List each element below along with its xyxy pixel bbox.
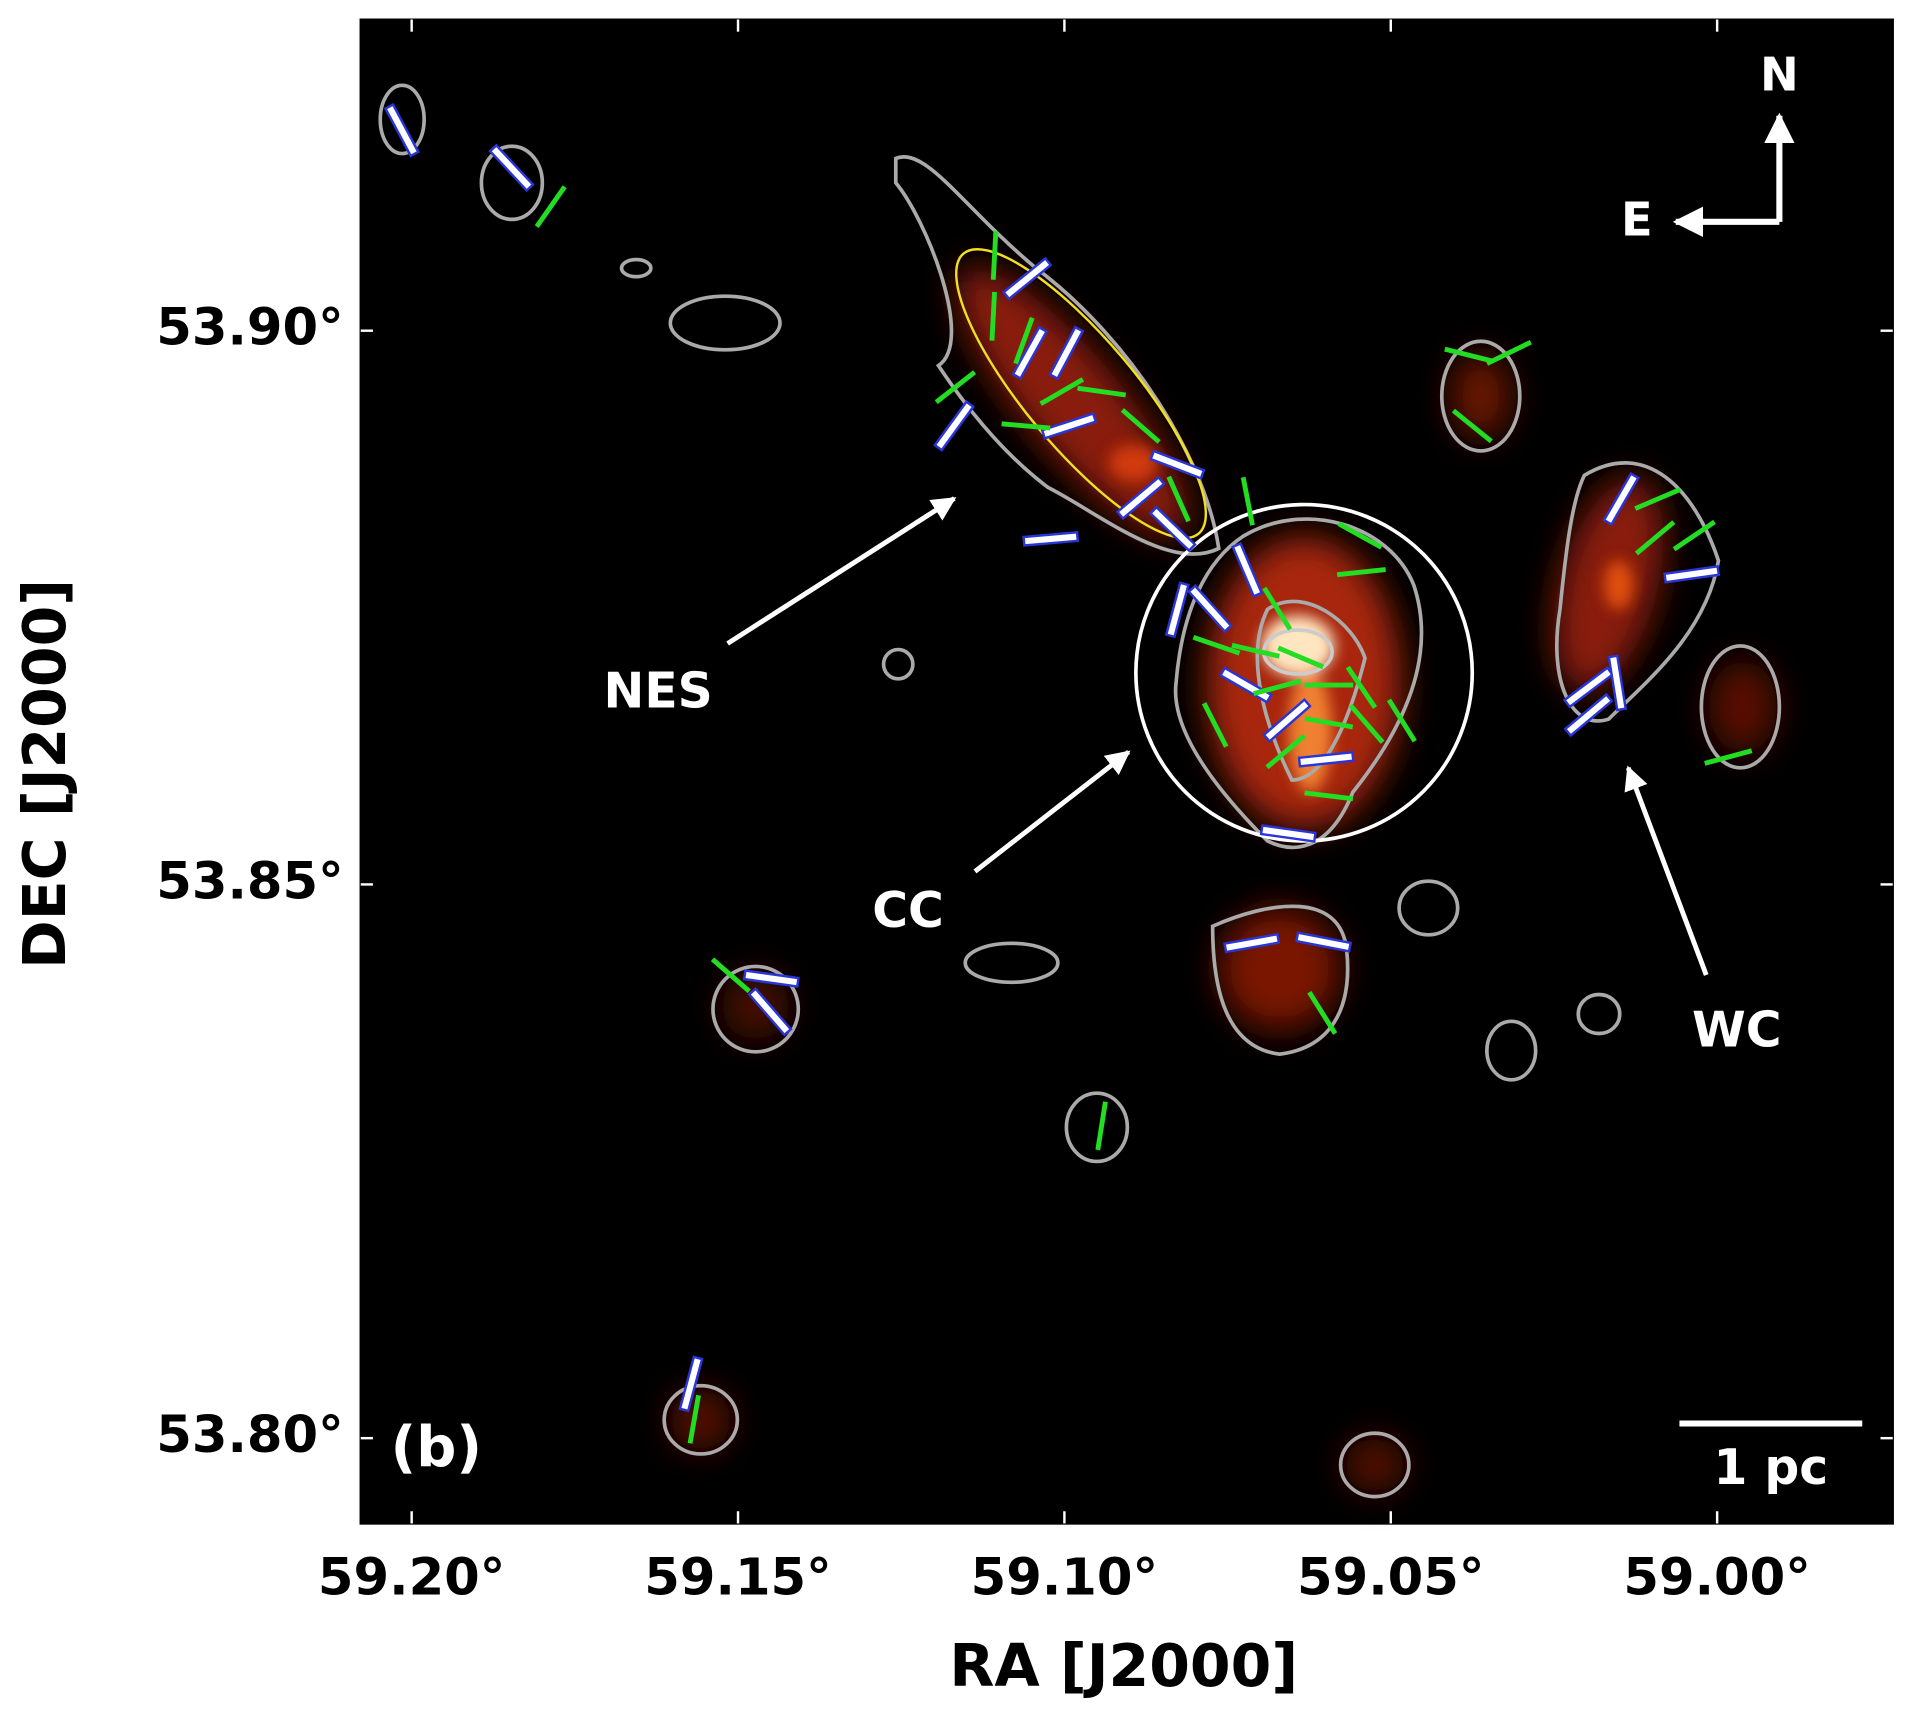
polarization-vector	[678, 1355, 704, 1413]
polarization-vector	[687, 1394, 701, 1444]
polarization-vector	[1337, 521, 1383, 550]
polarization-vector	[1001, 421, 1051, 431]
polarization-vector	[1607, 654, 1628, 712]
x-axis-label: RA [J2000]	[949, 1632, 1298, 1700]
compass	[1672, 112, 1795, 238]
annotation: CC	[872, 883, 944, 939]
y-tick-label: 53.80°	[156, 1405, 343, 1465]
polarization-vector	[1259, 824, 1317, 843]
polarization-vector	[1602, 472, 1640, 527]
polarization-vector	[1345, 665, 1378, 709]
polarization-vector	[1013, 316, 1035, 365]
scale-bar-label: 1 pc	[1714, 1440, 1829, 1496]
polarization-vector	[934, 370, 977, 405]
polarization-vector	[1294, 931, 1353, 953]
x-tick-label: 59.20°	[318, 1548, 505, 1608]
polarization-vector	[742, 969, 800, 988]
polarization-vector	[1304, 790, 1354, 802]
polarization-vector	[1187, 584, 1233, 634]
plot-frame	[359, 18, 1894, 1525]
panel-label: (b)	[391, 1415, 482, 1480]
compass-north: N	[1760, 48, 1799, 102]
polarization-vector	[1386, 698, 1417, 743]
polarization-vector	[1148, 505, 1197, 553]
polarization-vector	[1201, 702, 1229, 748]
polarization-vector	[1304, 716, 1354, 730]
polarization-vector	[1451, 408, 1493, 444]
polarization-vector	[1011, 325, 1049, 381]
polarization-vector	[1634, 520, 1676, 556]
polarization-vector	[1231, 642, 1280, 659]
polarization-vector	[1192, 634, 1241, 656]
polarization-vector	[1039, 377, 1085, 406]
polarization-vector	[1001, 256, 1053, 301]
polarization-vector	[710, 957, 751, 994]
polarization-vector	[1164, 581, 1190, 639]
polarization-vector	[1704, 748, 1753, 766]
polarization-vector	[1262, 586, 1293, 631]
polarization-vector	[1444, 346, 1493, 364]
polarization-vector	[1485, 339, 1532, 366]
polarization-vector	[1265, 733, 1306, 770]
polarization-vector	[1115, 475, 1166, 521]
polarization-vector	[534, 185, 567, 229]
polarization-vector	[1307, 990, 1338, 1035]
annotation: NES	[604, 664, 713, 720]
polarization-vector	[1262, 697, 1312, 744]
x-tick-label: 59.05°	[1297, 1548, 1484, 1608]
polarization-vector	[990, 230, 999, 280]
polarization-vector	[989, 291, 997, 341]
plot-area	[360, 19, 1893, 1524]
polarization-vector	[1022, 530, 1080, 547]
y-tick-label: 53.90°	[156, 298, 343, 358]
polarization-vector	[1149, 449, 1206, 480]
vectors	[383, 102, 1753, 1444]
contours	[378, 83, 1782, 1499]
polarization-vector	[1336, 567, 1386, 578]
polarization-vector	[1231, 541, 1264, 598]
polarization-vector	[1253, 678, 1302, 696]
polarization-vector	[1077, 385, 1127, 398]
y-tick-label: 53.85°	[156, 851, 343, 911]
polarization-vector	[1240, 476, 1255, 526]
polarization-vector	[1348, 703, 1385, 744]
polarization-vector	[1048, 325, 1085, 381]
polarization-vector	[933, 400, 975, 452]
polarization-vector	[383, 102, 420, 158]
x-tick-label: 59.15°	[644, 1548, 831, 1608]
polarization-vector	[1095, 1101, 1108, 1151]
polarization-vector	[1563, 692, 1614, 738]
polarization-vector	[1663, 565, 1721, 584]
polarization-vector	[1120, 408, 1161, 444]
polarization-vector	[488, 143, 535, 193]
polarization-vector	[1223, 932, 1281, 954]
polarization-vector	[1634, 487, 1682, 511]
compass-east: E	[1621, 193, 1653, 247]
x-tick-label: 59.00°	[1623, 1548, 1810, 1608]
annotation: WC	[1692, 1003, 1782, 1059]
arrows	[726, 496, 1709, 976]
polarization-vector	[1166, 475, 1191, 523]
polarization-vector	[1040, 412, 1098, 440]
polarization-vector	[1297, 750, 1355, 768]
polarization-vector	[1672, 519, 1716, 552]
y-axis-label: DEC [J2000]	[11, 579, 79, 969]
x-tick-label: 59.10°	[971, 1548, 1158, 1608]
polarization-vector	[747, 987, 793, 1037]
polarization-vector	[1277, 645, 1325, 670]
